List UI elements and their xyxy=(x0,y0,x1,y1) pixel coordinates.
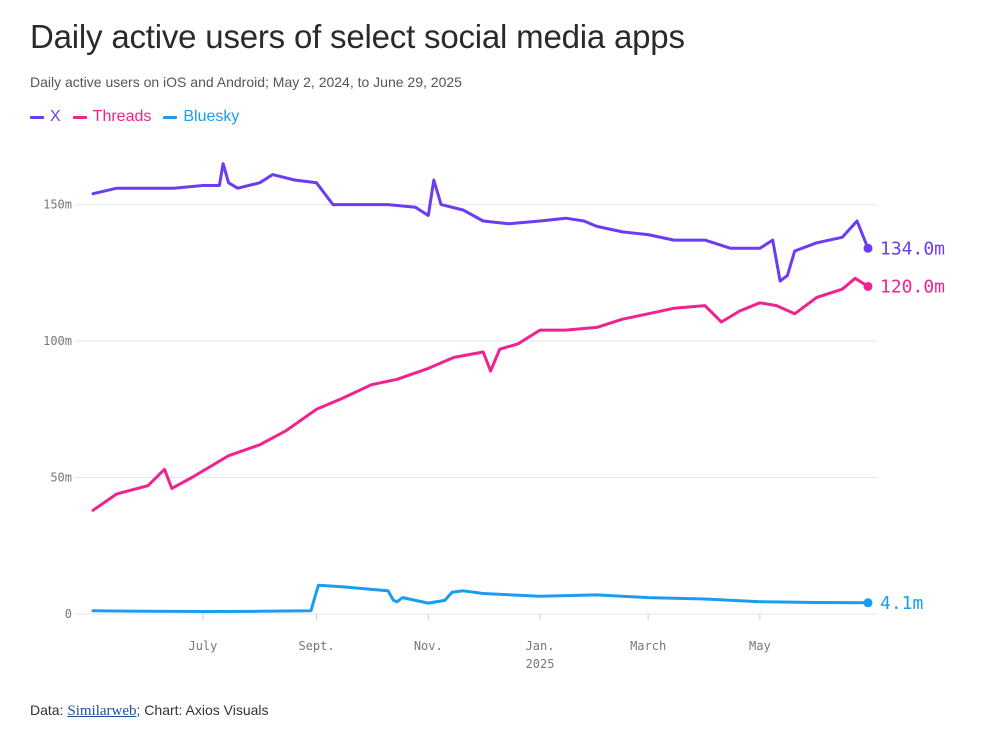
chart-subtitle: Daily active users on iOS and Android; M… xyxy=(30,74,462,90)
x-tick-label-jan-: Jan. xyxy=(526,639,555,653)
series-line-bluesky xyxy=(91,583,870,613)
x-tick-label-sept-: Sept. xyxy=(298,639,334,653)
x-tick-label-july: July xyxy=(188,639,217,653)
series-end-label-x: 134.0m xyxy=(880,238,945,259)
series-end-label-threads: 120.0m xyxy=(880,276,945,297)
y-tick-label-50m: 50m xyxy=(50,471,72,485)
series-end-point-bluesky xyxy=(863,598,873,608)
chart-legend: X Threads Bluesky xyxy=(30,108,239,126)
x-tick-label-nov-: Nov. xyxy=(414,639,443,653)
legend-label-threads: Threads xyxy=(92,108,152,125)
series-end-point-x xyxy=(863,243,873,253)
series-end-label-bluesky: 4.1m xyxy=(880,593,923,614)
series-line-x xyxy=(91,162,870,283)
legend-swatch-x xyxy=(30,115,44,119)
legend-label-bluesky: Bluesky xyxy=(183,108,240,125)
y-tick-label-0: 0 xyxy=(65,607,72,621)
legend-label-x: X xyxy=(50,108,61,125)
footer-prefix: Data: xyxy=(30,702,68,718)
source-link[interactable]: Similarweb xyxy=(67,703,137,719)
legend-item-bluesky: Bluesky xyxy=(163,108,239,126)
y-tick-label-150m: 150m xyxy=(43,198,72,212)
footer-suffix: ; Chart: Axios Visuals xyxy=(136,702,269,718)
x-tick-label-may: May xyxy=(749,639,771,653)
legend-swatch-bluesky xyxy=(163,115,178,119)
legend-item-x: X xyxy=(30,108,61,126)
x-tick-label-march: March xyxy=(630,639,666,653)
page-title: Daily active users of select social medi… xyxy=(30,18,685,55)
series-end-point-threads xyxy=(863,281,873,291)
chart-footer: Data: Similarweb; Chart: Axios Visuals xyxy=(30,702,269,720)
x-tick-sublabel-2025: 2025 xyxy=(526,657,555,671)
y-tick-label-100m: 100m xyxy=(43,334,72,348)
legend-swatch-threads xyxy=(72,115,87,119)
legend-item-threads: Threads xyxy=(72,108,152,126)
series-line-threads xyxy=(91,276,870,512)
